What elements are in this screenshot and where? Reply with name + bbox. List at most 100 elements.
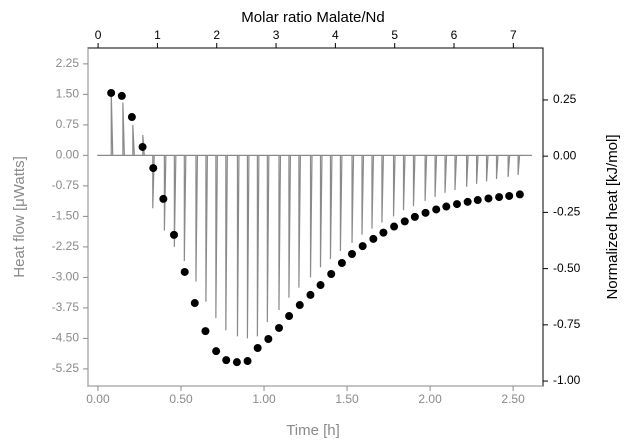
x-tick-label: 0.00	[86, 392, 110, 406]
right-axis-title: Normalized heat [kJ/mol]	[604, 134, 621, 299]
data-point	[410, 212, 419, 221]
data-point	[400, 217, 409, 226]
injection-peak	[371, 155, 375, 229]
injection-peak	[132, 124, 135, 156]
y-tick-label: -3.75	[52, 300, 80, 314]
injection-peak	[236, 155, 240, 337]
y-tick-label: 2.25	[56, 56, 80, 70]
injection-peak	[278, 155, 282, 310]
data-point	[285, 312, 294, 321]
injection-peak	[329, 155, 333, 260]
injection-peak	[266, 155, 270, 323]
data-point	[159, 194, 168, 203]
data-point	[442, 202, 451, 211]
data-point	[452, 200, 461, 209]
x2-tick-label: 3	[273, 28, 280, 42]
injection-peak	[361, 155, 365, 235]
injection-peak	[412, 155, 416, 207]
x2-tick-label: 6	[451, 28, 458, 42]
injection-peak	[444, 155, 448, 193]
data-point	[275, 323, 284, 332]
x-tick-label: 1.00	[252, 392, 276, 406]
data-point	[232, 358, 241, 367]
data-point	[306, 290, 315, 299]
data-point	[190, 299, 199, 308]
data-point	[295, 301, 304, 310]
x2-tick-label: 7	[510, 28, 517, 42]
injection-peak	[424, 155, 428, 201]
injection-peak	[122, 102, 125, 156]
injection-peak	[183, 155, 187, 262]
injection-peak	[434, 155, 438, 197]
y-tick-label: -0.75	[52, 178, 80, 192]
data-point	[170, 230, 179, 239]
data-point	[379, 228, 388, 237]
injection-peak	[225, 155, 228, 331]
y-tick-label: -3.00	[52, 270, 80, 284]
y-tick-label: -2.25	[52, 239, 80, 253]
y-tick-label: 1.50	[56, 87, 80, 101]
injection-peak	[485, 155, 489, 182]
data-point	[253, 343, 262, 352]
x-tick-label: 2.50	[501, 392, 525, 406]
injection-peak	[466, 155, 469, 187]
left-axis-title: Heat flow [μWatts]	[11, 156, 28, 277]
data-point	[222, 356, 231, 365]
injection-peak	[319, 155, 323, 268]
y-tick-label: 0.75	[56, 117, 80, 131]
injection-peak	[507, 155, 511, 177]
x-tick-label: 2.00	[418, 392, 442, 406]
x-tick-label: 0.50	[169, 392, 193, 406]
injection-peak	[205, 155, 209, 302]
data-point	[327, 270, 336, 279]
y-tick-label: -1.50	[52, 209, 80, 223]
data-point	[390, 222, 399, 231]
data-point	[316, 281, 325, 290]
top-axis-title: Molar ratio Malate/Nd	[241, 9, 384, 26]
data-point	[421, 208, 430, 217]
injection-peak	[298, 155, 301, 288]
injection-peak	[351, 155, 355, 243]
injection-peak	[173, 155, 177, 247]
x2-tick-label: 5	[391, 28, 398, 42]
data-point	[212, 347, 221, 356]
y-tick-label: -4.50	[52, 331, 80, 345]
y2-tick-label: 0.00	[553, 148, 577, 162]
injection-peak	[392, 155, 396, 217]
x2-tick-label: 2	[213, 28, 220, 42]
data-point	[358, 242, 367, 251]
bottom-axis-title: Time [h]	[286, 422, 340, 439]
data-point	[149, 164, 158, 173]
injection-peak	[517, 155, 521, 175]
injection-peak	[454, 155, 458, 190]
data-point	[138, 142, 147, 151]
data-point	[117, 91, 126, 100]
y-tick-label: 0.00	[56, 148, 80, 162]
injection-peak	[495, 155, 499, 180]
y2-tick-label: -0.75	[553, 317, 581, 331]
x2-tick-label: 4	[332, 28, 339, 42]
data-point	[347, 249, 356, 258]
injection-peak	[246, 155, 250, 339]
data-point	[369, 234, 378, 243]
injection-peak	[381, 155, 385, 223]
data-point	[337, 258, 346, 267]
data-point	[484, 194, 493, 203]
data-point	[495, 193, 504, 202]
y2-tick-label: 0.25	[553, 92, 577, 106]
data-point	[201, 327, 210, 336]
data-point	[463, 197, 472, 206]
injection-peak	[475, 155, 479, 184]
injection-peak	[163, 155, 167, 231]
x2-tick-label: 0	[95, 28, 102, 42]
injection-peak	[110, 91, 114, 156]
injection-peak	[215, 155, 218, 319]
y2-tick-label: -0.50	[553, 261, 581, 275]
data-point	[127, 113, 136, 122]
y2-tick-label: -1.00	[553, 373, 581, 387]
data-point	[432, 205, 441, 214]
injection-peak	[195, 155, 199, 282]
injection-peak	[288, 155, 292, 298]
plot-frame	[87, 47, 544, 387]
